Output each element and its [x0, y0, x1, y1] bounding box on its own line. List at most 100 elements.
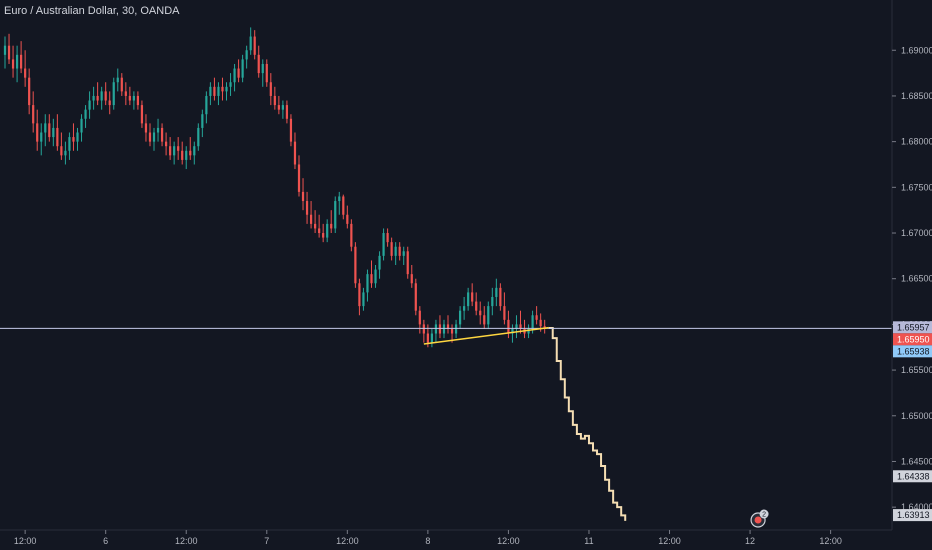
candle: [104, 82, 107, 106]
candle-body: [326, 223, 329, 238]
candle: [519, 310, 522, 334]
candle-body: [108, 100, 111, 106]
price-label-text: 1.65938: [897, 346, 930, 356]
candle: [48, 114, 51, 142]
candle: [221, 77, 224, 101]
candle: [410, 265, 413, 288]
candle-body: [160, 127, 164, 142]
candle: [483, 306, 486, 329]
candle-body: [72, 137, 75, 142]
candle: [28, 68, 31, 115]
drawing-overlays[interactable]: [0, 326, 892, 345]
candle: [15, 45, 19, 83]
candle: [309, 201, 313, 229]
candle: [511, 324, 514, 343]
price-axis[interactable]: 1.69000 1.68500 1.68000 1.67500 1.67000 1.665…: [891, 0, 932, 530]
candle: [156, 118, 160, 142]
candle: [390, 237, 393, 261]
candle: [454, 319, 458, 339]
candle-body: [539, 319, 542, 327]
candle-body: [531, 315, 534, 329]
alert-badge-dot: [754, 516, 762, 524]
time-tick-label: 12:00: [658, 536, 681, 546]
candle: [225, 82, 228, 101]
candle-body: [475, 301, 478, 311]
candle: [253, 30, 256, 60]
candle-body: [297, 164, 301, 192]
candle: [257, 45, 260, 78]
candle-body: [181, 150, 184, 160]
candle: [245, 45, 248, 69]
time-tick-label: 8: [425, 536, 430, 546]
time-tick-label: 12:00: [175, 536, 198, 546]
candle: [370, 260, 373, 288]
candle-body: [64, 150, 67, 156]
candle: [185, 146, 188, 170]
candle: [233, 63, 236, 92]
candle: [503, 292, 506, 325]
candle: [205, 91, 208, 124]
candle-body: [346, 214, 349, 224]
price-label-hline: 1.65957: [893, 321, 932, 334]
candle: [495, 278, 498, 307]
candle: [72, 123, 75, 151]
candle: [261, 59, 264, 87]
alert-badge[interactable]: 2: [750, 509, 769, 528]
candle-body: [217, 86, 220, 96]
candle-body: [293, 141, 297, 165]
candle: [201, 109, 204, 138]
candle-body: [398, 246, 401, 256]
candle-body: [209, 86, 212, 96]
candle: [112, 77, 115, 110]
candle-body: [84, 109, 87, 119]
candle: [237, 59, 240, 83]
candle-body: [366, 274, 369, 293]
price-tick-label: 1.68500: [901, 91, 932, 101]
time-tick-label: 12:00: [336, 536, 359, 546]
candle: [418, 306, 421, 334]
candle-body: [229, 82, 232, 87]
trend-line: [423, 326, 549, 345]
candle-body: [535, 315, 538, 320]
price-label-gray: 1.63913: [893, 509, 932, 522]
candle: [164, 132, 168, 156]
candle-body: [422, 324, 425, 334]
price-label-text: 1.65957: [897, 322, 930, 332]
candle-body: [499, 287, 502, 307]
candle: [169, 137, 172, 160]
candle-body: [269, 82, 272, 96]
candle-body: [454, 324, 458, 334]
candle: [84, 105, 87, 128]
candle-body: [237, 68, 240, 78]
candle-body: [233, 68, 236, 83]
candle-body: [487, 306, 490, 325]
time-tick-label: 12:00: [819, 536, 842, 546]
candle: [406, 246, 409, 279]
time-axis[interactable]: 12:00 6 12:00 7 12:00 8 12:00 11 12:00 12 12:00: [0, 529, 892, 546]
candle: [358, 278, 361, 316]
candle: [189, 137, 192, 160]
price-label-text: 1.64338: [897, 471, 930, 481]
price-label-bg: [893, 509, 932, 522]
candle: [68, 132, 71, 160]
candle: [471, 283, 474, 307]
candle-body: [450, 328, 454, 334]
candle: [289, 114, 293, 147]
candle: [285, 100, 289, 124]
candle-body: [503, 306, 506, 320]
candle: [124, 82, 127, 106]
candle: [177, 137, 180, 160]
candle: [463, 296, 466, 320]
candle-body: [350, 223, 353, 247]
candle-body: [446, 324, 450, 329]
candle: [543, 319, 546, 334]
candle: [11, 45, 15, 78]
candle: [334, 196, 337, 234]
candle-body: [301, 191, 305, 202]
candle-body: [318, 228, 321, 234]
candle: [144, 114, 148, 142]
candle-body: [338, 196, 341, 202]
candle: [181, 141, 184, 165]
candle-body: [128, 95, 131, 101]
